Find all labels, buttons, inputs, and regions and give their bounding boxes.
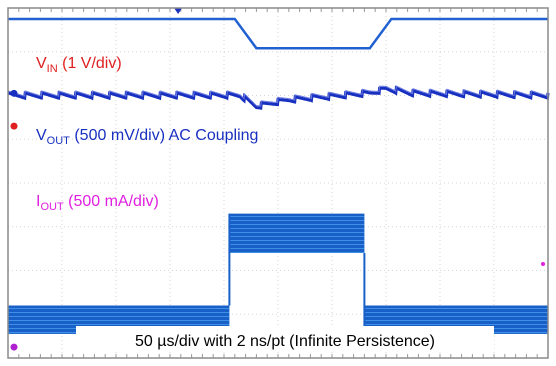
vin-label: VIN (1 V/div) bbox=[36, 55, 122, 75]
iout-ground-marker bbox=[10, 343, 18, 351]
trigger-level-marker bbox=[541, 261, 545, 266]
vin-trace bbox=[8, 17, 548, 50]
trigger-position-marker bbox=[174, 8, 183, 14]
vout-ground-marker bbox=[10, 89, 18, 97]
vin-label-sub: IN bbox=[47, 63, 58, 75]
iout-label-scale: (500 mA/div) bbox=[64, 193, 159, 210]
iout-envelope-1 bbox=[229, 213, 365, 253]
iout-label: IOUT (500 mA/div) bbox=[36, 193, 159, 213]
channel-markers bbox=[10, 8, 545, 351]
iout-label-sub: OUT bbox=[40, 201, 64, 213]
vin-ground-marker bbox=[10, 122, 18, 130]
traces bbox=[7, 17, 550, 334]
vin-label-scale: (1 V/div) bbox=[58, 55, 122, 72]
vin-label-main: V bbox=[36, 55, 47, 72]
timebase-label-bg bbox=[76, 326, 494, 352]
vout-label-scale: (500 mV/div) AC Coupling bbox=[70, 127, 259, 144]
vout-label: VOUT (500 mV/div) AC Coupling bbox=[36, 127, 258, 147]
iout-label-main: I bbox=[36, 193, 40, 210]
vout-label-sub: OUT bbox=[47, 135, 71, 147]
timebase-label: 50 µs/div with 2 ns/pt (Infinite Persist… bbox=[135, 333, 435, 350]
vout-trace-persistence bbox=[7, 85, 549, 107]
plot-frame bbox=[7, 7, 549, 359]
vout-label-main: V bbox=[36, 127, 47, 144]
